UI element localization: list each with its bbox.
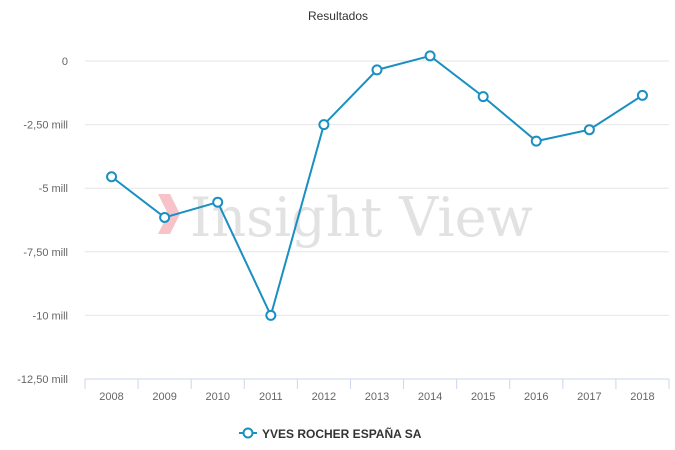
y-tick-label: -12,50 mill xyxy=(17,374,68,386)
data-point[interactable] xyxy=(212,196,224,208)
legend[interactable]: YVES ROCHER ESPAÑA SA xyxy=(239,426,422,441)
legend-marker-icon xyxy=(242,427,254,439)
x-axis-ticks: 2008 2009 2010 2011 2012 2013 2014 2015 2016 2017… xyxy=(99,391,654,403)
x-tick-label: 2013 xyxy=(365,391,389,403)
gridlines xyxy=(85,60,669,316)
data-point[interactable] xyxy=(265,309,277,321)
x-tick-label: 2012 xyxy=(312,391,336,403)
chart-title: Resultados xyxy=(308,9,368,23)
y-axis-ticks: 0 -2,50 mill -5 mill -7,50 mill -10 mill -12,… xyxy=(17,56,68,386)
x-tick-label: 2017 xyxy=(577,391,601,403)
watermark-text: Insight View xyxy=(190,186,533,249)
series-points xyxy=(106,50,648,321)
data-point[interactable] xyxy=(159,211,171,223)
data-point[interactable] xyxy=(636,89,648,101)
data-point[interactable] xyxy=(530,135,542,147)
x-tick-label: 2014 xyxy=(418,391,442,403)
y-tick-label: -5 mill xyxy=(39,183,68,195)
x-axis xyxy=(84,378,670,389)
data-point[interactable] xyxy=(106,171,118,183)
data-point[interactable] xyxy=(424,50,436,62)
data-point[interactable] xyxy=(371,64,383,76)
data-point[interactable] xyxy=(583,124,595,136)
y-tick-label: 0 xyxy=(62,56,68,68)
data-point[interactable] xyxy=(477,91,489,103)
data-point[interactable] xyxy=(318,119,330,131)
y-tick-label: -10 mill xyxy=(33,310,68,322)
x-tick-label: 2015 xyxy=(471,391,495,403)
y-tick-label: -7,50 mill xyxy=(23,247,68,259)
x-tick-label: 2008 xyxy=(99,391,123,403)
x-tick-label: 2010 xyxy=(205,391,229,403)
legend-item-label: YVES ROCHER ESPAÑA SA xyxy=(262,426,422,441)
x-tick-label: 2016 xyxy=(524,391,548,403)
chevron-logo-icon xyxy=(158,194,180,234)
x-tick-label: 2011 xyxy=(259,391,283,403)
y-tick-label: -2,50 mill xyxy=(23,120,68,132)
x-tick-label: 2018 xyxy=(630,391,654,403)
watermark: Insight View xyxy=(158,186,533,249)
x-tick-label: 2009 xyxy=(152,391,176,403)
